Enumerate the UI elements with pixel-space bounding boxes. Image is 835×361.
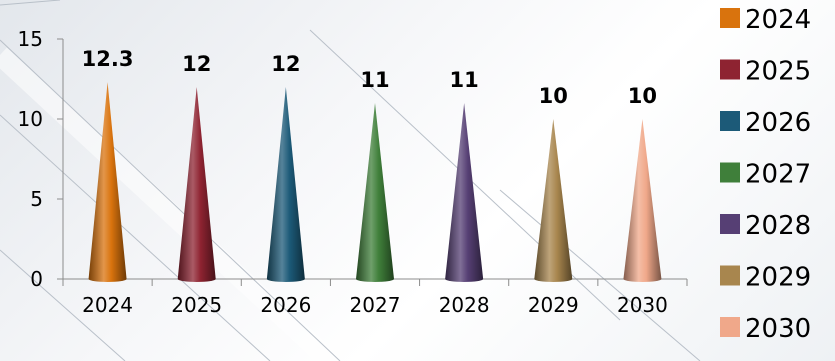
data-label: 11: [360, 68, 389, 92]
bars: [88, 82, 662, 282]
x-tick-label: 2026: [260, 293, 311, 317]
legend-swatch: [720, 214, 740, 234]
data-label: 10: [539, 84, 568, 108]
legend-label: 2025: [745, 57, 811, 87]
data-labels: 12.3 12 12 11 11 10 10: [82, 47, 657, 108]
data-label: 12: [271, 52, 300, 76]
legend-label: 2024: [745, 5, 811, 35]
legend-swatch: [720, 317, 740, 337]
y-tick-label: 5: [30, 187, 43, 211]
x-tick-label: 2027: [350, 293, 401, 317]
legend-swatch: [720, 8, 740, 28]
bar-cone-2029: [534, 119, 573, 282]
bar-cone-2030: [623, 119, 662, 282]
legend-label: 2030: [745, 314, 811, 344]
x-tick-label: 2025: [171, 293, 222, 317]
x-tick-label: 2028: [439, 293, 490, 317]
legend-swatch: [720, 59, 740, 80]
x-tick-label: 2030: [617, 293, 668, 317]
y-tick-label: 15: [18, 27, 43, 51]
data-label: 11: [450, 68, 479, 92]
legend: 2024 2025 2026 2027 2028 2029 2030: [720, 5, 811, 344]
bar-cone-2026: [266, 87, 305, 282]
y-tick-label: 10: [18, 107, 43, 131]
bar-cone-2025: [177, 87, 216, 282]
y-tick-label: 0: [30, 267, 43, 291]
x-tick-label: 2024: [82, 293, 133, 317]
bar-cone-2027: [356, 103, 394, 282]
legend-swatch: [720, 265, 740, 286]
legend-label: 2027: [745, 160, 811, 190]
legend-label: 2026: [745, 108, 811, 138]
bar-cone-2024: [88, 82, 127, 282]
legend-label: 2028: [745, 211, 811, 241]
legend-swatch: [720, 111, 740, 131]
data-label: 12: [182, 52, 211, 76]
data-label: 12.3: [82, 47, 134, 71]
legend-swatch: [720, 162, 740, 183]
x-tick-label: 2029: [528, 293, 579, 317]
data-label: 10: [628, 84, 657, 108]
bar-cone-2028: [445, 103, 484, 282]
legend-label: 2029: [745, 263, 811, 293]
